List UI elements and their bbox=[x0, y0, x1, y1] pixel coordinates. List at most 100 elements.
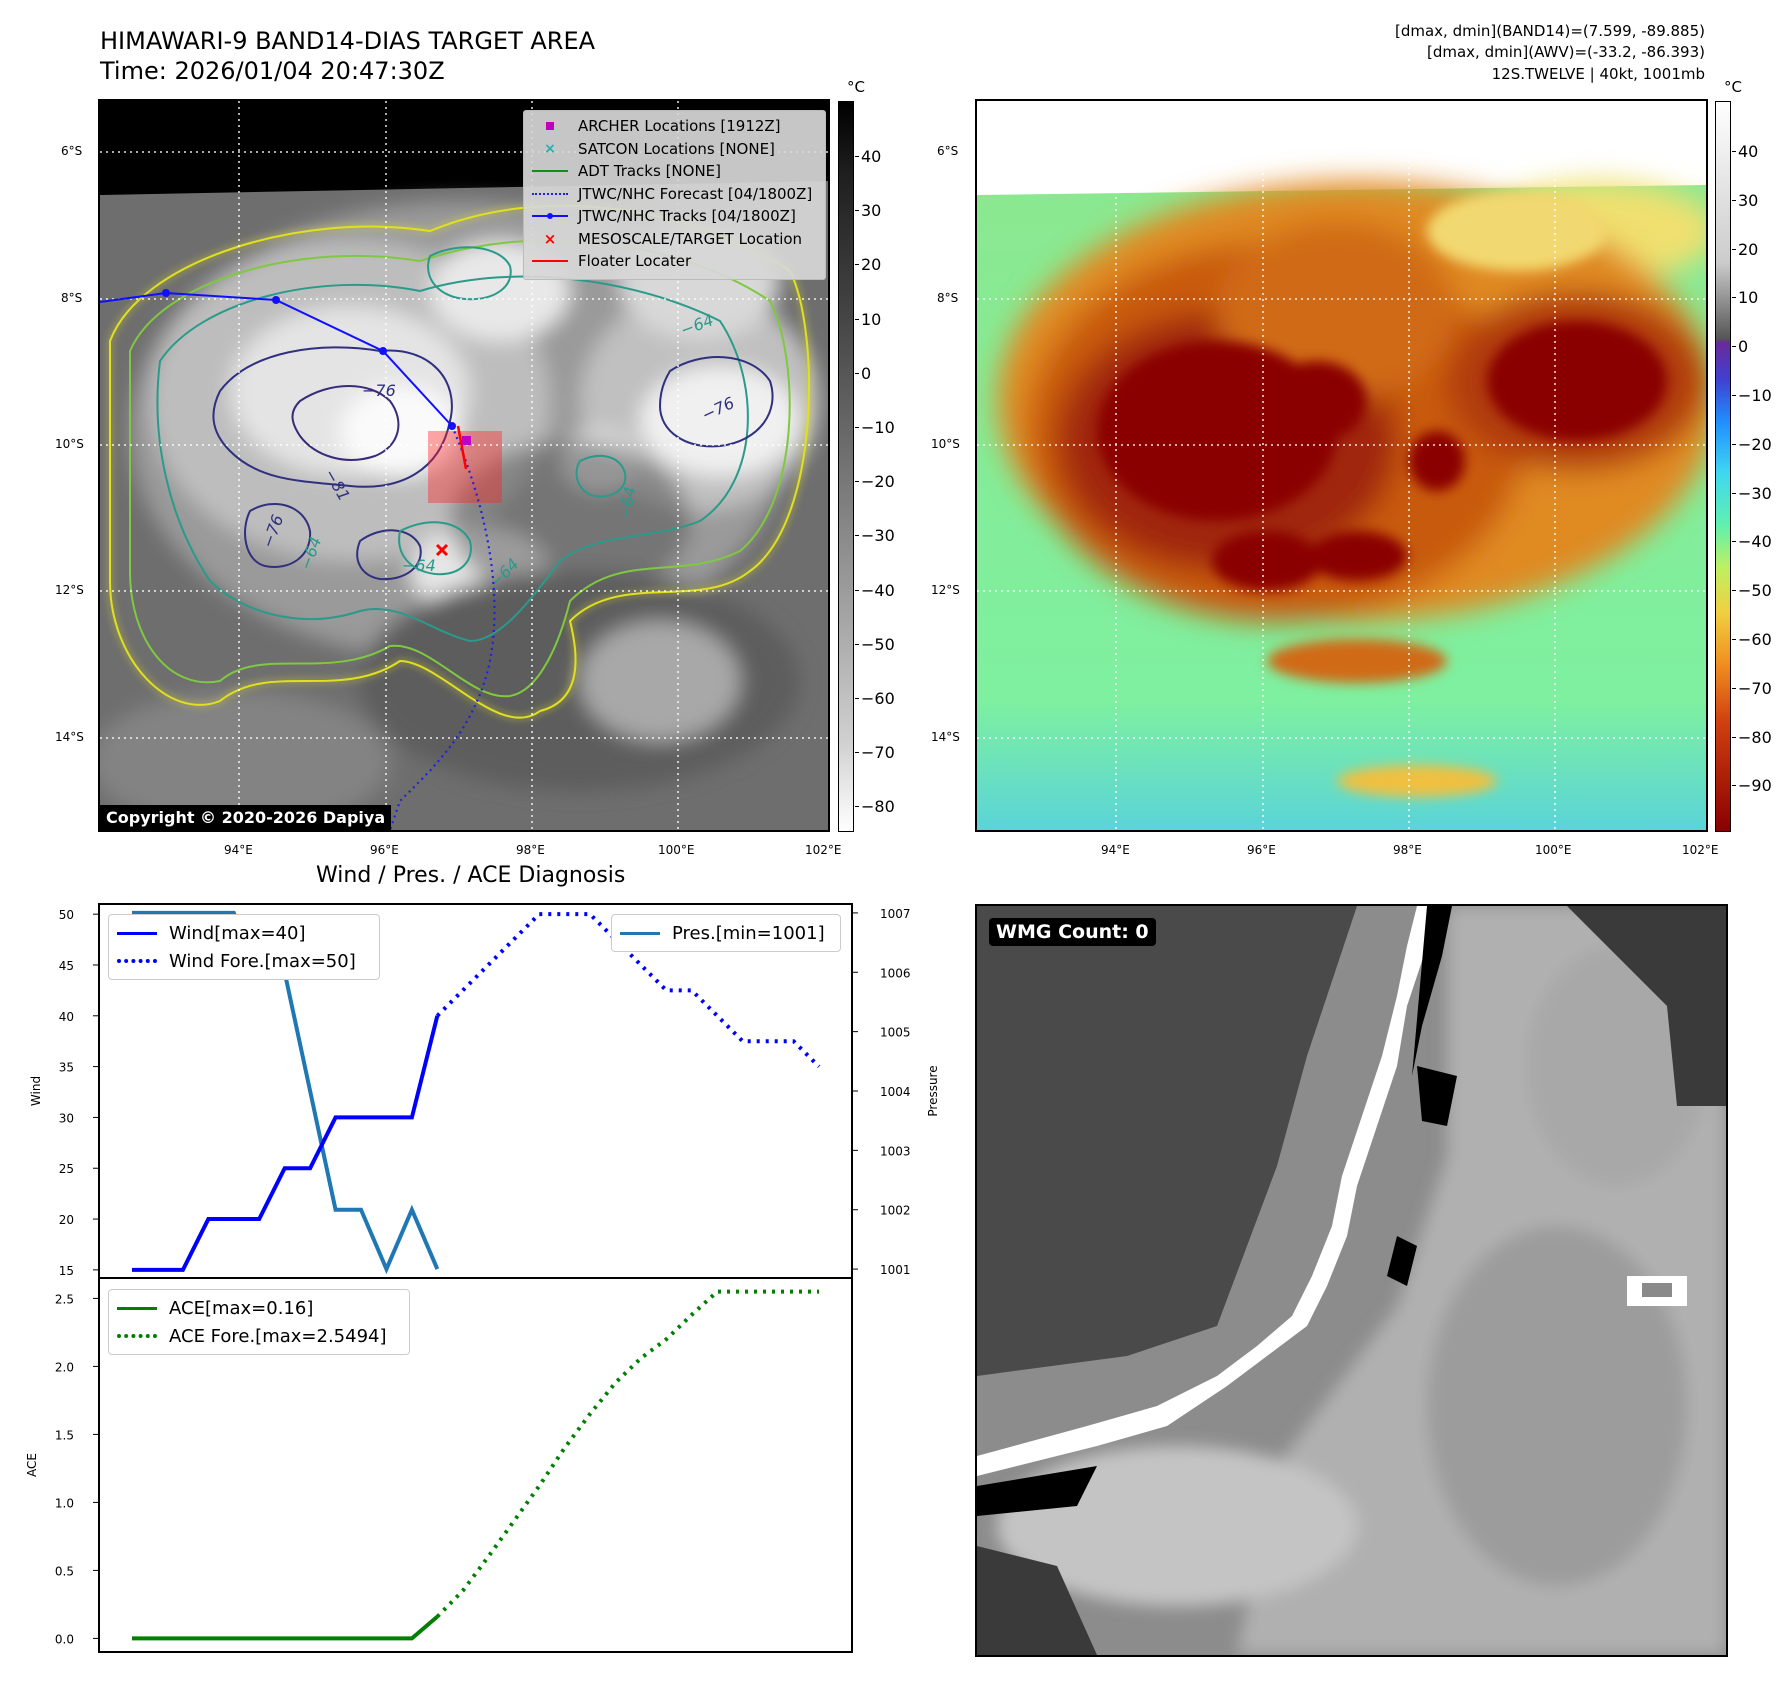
solid-line-icon bbox=[117, 1306, 157, 1310]
awv-colorbar bbox=[1715, 101, 1731, 832]
dotted-line-icon bbox=[532, 192, 568, 195]
lat-label: 8°S bbox=[937, 291, 959, 305]
colorbar-tick-label: 10 bbox=[1738, 288, 1759, 308]
contour-label: −64 bbox=[402, 556, 436, 575]
awv-colorbar-unit: °C bbox=[1724, 78, 1742, 96]
colorbar-tick-label: −20 bbox=[1738, 434, 1772, 454]
ace-tick-label: 1.5 bbox=[55, 1428, 74, 1442]
legend-label: ACE[max=0.16] bbox=[169, 1297, 314, 1319]
lon-label: 100°E bbox=[1535, 843, 1572, 857]
jtwc-track-point bbox=[272, 296, 280, 304]
wind-tick-label: 35 bbox=[59, 1061, 74, 1075]
legend-label: ARCHER Locations [1912Z] bbox=[578, 117, 781, 136]
legend-entry: Pres.[min=1001] bbox=[620, 919, 832, 947]
wind-legend: Wind[max=40] Wind Fore.[max=50] bbox=[108, 914, 380, 980]
pressure-axis-label: Pressure bbox=[926, 1065, 940, 1116]
colorbar-tick-label: −30 bbox=[1738, 483, 1772, 503]
colorbar-tick-label: 40 bbox=[1738, 142, 1759, 161]
main-title: HIMAWARI-9 BAND14-DIAS TARGET AREA bbox=[100, 27, 596, 55]
dotted-line-icon bbox=[117, 1334, 157, 1338]
x-marker-icon: × bbox=[544, 140, 556, 157]
ace-axis-label: ACE bbox=[25, 1453, 39, 1477]
colorbar-tick-label: −80 bbox=[1738, 727, 1772, 747]
wind-tick-label: 45 bbox=[59, 959, 74, 973]
colorbar-tick bbox=[1732, 590, 1736, 592]
legend-entry: JTWC/NHC Forecast [04/1800Z] bbox=[532, 183, 817, 206]
archer-marker bbox=[462, 436, 471, 445]
colorbar-tick-label: −10 bbox=[1738, 386, 1772, 405]
ace-axis: 2.5 2.0 1.5 1.0 0.5 0.0 bbox=[55, 1292, 99, 1646]
legend-entry: Wind Fore.[max=50] bbox=[117, 947, 371, 975]
legend-entry: ADT Tracks [NONE] bbox=[532, 160, 817, 183]
ace-tick-label: 0.0 bbox=[55, 1632, 74, 1646]
colorbar-tick-label: 0 bbox=[1738, 337, 1749, 357]
x-marker-icon: × bbox=[543, 229, 557, 248]
pressure-tick-label: 1001 bbox=[880, 1263, 911, 1277]
colorbar-tick bbox=[855, 806, 859, 808]
jtwc-track-point bbox=[162, 289, 170, 297]
ir-legend: ARCHER Locations [1912Z] × SATCON Locati… bbox=[523, 110, 826, 280]
legend-entry: × MESOSCALE/TARGET Location bbox=[532, 228, 817, 251]
ir-colorbar bbox=[838, 101, 854, 832]
info-awv: [dmax, dmin](AWV)=(-33.2, -86.393) bbox=[1426, 43, 1705, 61]
wind-tick-label: 25 bbox=[59, 1162, 74, 1176]
wind-tick-label: 50 bbox=[59, 908, 74, 922]
dotted-line-icon bbox=[117, 959, 157, 963]
diagnosis-title: Wind / Pres. / ACE Diagnosis bbox=[316, 863, 626, 888]
colorbar-tick-label: −70 bbox=[861, 743, 895, 763]
colorbar-tick bbox=[1732, 248, 1736, 250]
ace-legend: ACE[max=0.16] ACE Fore.[max=2.5494] bbox=[108, 1289, 410, 1355]
lon-label: 96°E bbox=[1247, 843, 1276, 857]
jtwc-track-point bbox=[379, 347, 387, 355]
lat-label: 12°S bbox=[55, 583, 84, 597]
wind-tick-label: 40 bbox=[59, 1010, 74, 1024]
colorbar-tick-label: 30 bbox=[1738, 190, 1759, 210]
lon-label: 94°E bbox=[224, 843, 253, 857]
info-storm: 12S.TWELVE | 40kt, 1001mb bbox=[1491, 65, 1705, 83]
pressure-tick-label: 1007 bbox=[880, 907, 911, 921]
colorbar-tick-label: −60 bbox=[861, 689, 895, 708]
colorbar-tick-label: −60 bbox=[1738, 630, 1772, 649]
lon-label: 96°E bbox=[370, 843, 399, 857]
colorbar-tick-label: −20 bbox=[861, 472, 895, 492]
solid-line-icon bbox=[620, 931, 660, 935]
lat-label: 6°S bbox=[937, 144, 959, 158]
legend-entry: ACE[max=0.16] bbox=[117, 1294, 401, 1322]
colorbar-tick bbox=[1732, 639, 1736, 640]
legend-label: Pres.[min=1001] bbox=[672, 922, 825, 944]
line-icon bbox=[532, 260, 568, 263]
legend-entry: JTWC/NHC Tracks [04/1800Z] bbox=[532, 205, 817, 228]
lon-label: 100°E bbox=[658, 843, 695, 857]
colorbar-tick bbox=[855, 698, 859, 699]
colorbar-tick-label: −40 bbox=[861, 580, 895, 600]
legend-label: ACE Fore.[max=2.5494] bbox=[169, 1325, 387, 1347]
colorbar-tick-label: 30 bbox=[861, 201, 882, 221]
colorbar-tick-label: 0 bbox=[861, 363, 872, 383]
lat-label: 10°S bbox=[55, 437, 84, 451]
lon-label: 94°E bbox=[1101, 843, 1130, 857]
colorbar-tick bbox=[855, 264, 859, 266]
legend-label: Wind Fore.[max=50] bbox=[169, 950, 356, 972]
colorbar-tick bbox=[855, 210, 859, 212]
colorbar-tick bbox=[1732, 395, 1736, 396]
lat-label: 8°S bbox=[61, 291, 83, 305]
colorbar-tick bbox=[855, 481, 859, 483]
floater-locater-line bbox=[456, 425, 468, 470]
colorbar-tick bbox=[1732, 736, 1736, 738]
colorbar-tick bbox=[1732, 297, 1736, 299]
copyright-badge: Copyright © 2020-2026 Dapiya bbox=[100, 805, 392, 830]
colorbar-tick bbox=[855, 156, 859, 157]
legend-entry: ARCHER Locations [1912Z] bbox=[532, 115, 817, 138]
legend-label: Wind[max=40] bbox=[169, 922, 306, 944]
legend-entry: Wind[max=40] bbox=[117, 919, 371, 947]
colorbar-tick bbox=[855, 752, 859, 754]
ace-axes bbox=[98, 1277, 853, 1653]
awv-map-panel bbox=[975, 99, 1708, 832]
ace-tick-label: 2.5 bbox=[55, 1292, 74, 1306]
colorbar-tick-label: −10 bbox=[861, 418, 895, 437]
ir-colorbar-unit: °C bbox=[847, 78, 865, 96]
ace-series-line bbox=[132, 1615, 439, 1641]
lat-label: 10°S bbox=[931, 437, 960, 451]
ace-tick-label: 0.5 bbox=[55, 1564, 74, 1578]
